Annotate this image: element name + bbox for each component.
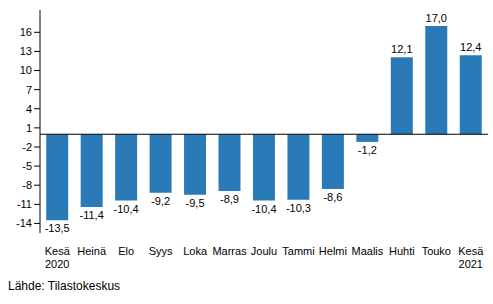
svg-text:Marras: Marras: [212, 245, 247, 257]
svg-text:16: 16: [20, 26, 32, 38]
svg-text:Joulu: Joulu: [251, 245, 277, 257]
svg-text:-8,9: -8,9: [220, 193, 239, 205]
svg-text:-13,5: -13,5: [45, 222, 70, 234]
svg-text:7: 7: [26, 84, 32, 96]
svg-text:4: 4: [26, 103, 32, 115]
svg-text:-10,3: -10,3: [286, 202, 311, 214]
svg-text:-1,2: -1,2: [358, 144, 377, 156]
svg-text:Kesä2020: Kesä2020: [45, 245, 71, 270]
svg-text:Helmi: Helmi: [319, 245, 347, 257]
svg-text:13: 13: [20, 45, 32, 57]
svg-text:12,1: 12,1: [391, 43, 412, 55]
svg-text:-11,4: -11,4: [80, 209, 104, 221]
svg-text:Touko: Touko: [422, 245, 451, 257]
svg-text:-8: -8: [22, 179, 32, 191]
svg-text:12,4: 12,4: [460, 41, 481, 53]
svg-text:17,0: 17,0: [426, 12, 447, 24]
svg-text:-14: -14: [16, 217, 32, 229]
svg-text:Tammi: Tammi: [282, 245, 314, 257]
svg-text:-9,5: -9,5: [186, 197, 205, 209]
svg-text:-9,2: -9,2: [151, 195, 170, 207]
svg-text:-2: -2: [22, 141, 32, 153]
svg-text:Loka: Loka: [183, 245, 208, 257]
html-text:Lähde: Tilastokeskus: Lähde: Tilastokeskus: [8, 279, 121, 293]
svg-text:-8,6: -8,6: [323, 191, 342, 203]
svg-text:-5: -5: [22, 160, 32, 172]
svg-text:Syys: Syys: [149, 245, 173, 257]
svg-text:-11: -11: [17, 198, 32, 210]
svg-text:Maalis: Maalis: [351, 245, 383, 257]
svg-text:Kesä2021: Kesä2021: [458, 245, 484, 270]
svg-text:-10,4: -10,4: [114, 203, 139, 215]
svg-text:-10,4: -10,4: [251, 203, 276, 215]
svg-text:1: 1: [26, 122, 32, 134]
svg-text:10: 10: [20, 64, 32, 76]
svg-text:Huhti: Huhti: [389, 245, 415, 257]
svg-text:Heinä: Heinä: [77, 245, 107, 257]
svg-text:Elo: Elo: [118, 245, 134, 257]
